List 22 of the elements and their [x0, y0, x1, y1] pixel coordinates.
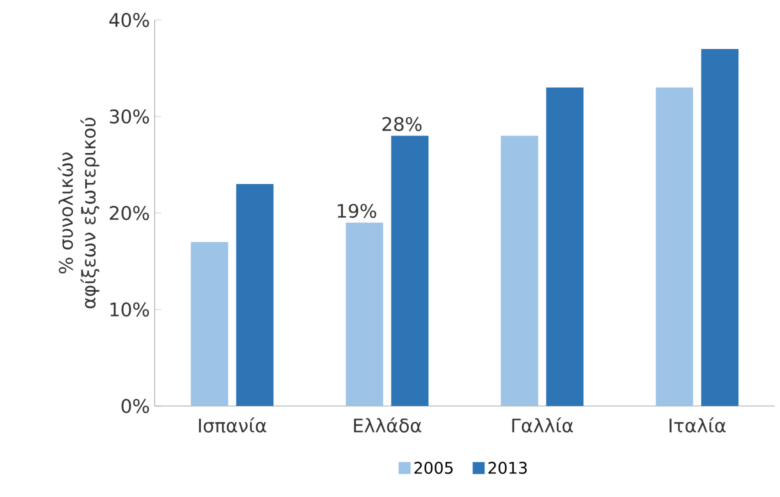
bar: [656, 88, 694, 406]
bar: [190, 242, 228, 406]
legend-label: 2013: [488, 462, 527, 474]
x-tick-label: Γαλλία: [512, 417, 573, 433]
y-tick-label: 30%: [110, 109, 149, 124]
y-tick-label: 40%: [109, 12, 149, 28]
bar: [546, 88, 584, 406]
y-tick-label: 20%: [110, 206, 149, 220]
bar: [236, 184, 274, 406]
legend-label: 2005: [414, 462, 453, 474]
x-tick-label: Ελλάδα: [354, 417, 422, 433]
y-axis-title: % συνολικών αφίξεων εξωτερικού: [58, 118, 100, 308]
data-label: 28%: [382, 116, 422, 132]
y-tick-label: 10%: [110, 302, 149, 317]
bar: [500, 136, 538, 406]
bar: [346, 222, 384, 406]
bar: [391, 136, 429, 406]
data-label: 19%: [338, 204, 376, 218]
y-tick-label: 0%: [122, 398, 149, 414]
x-tick-label: Ιταλία: [670, 417, 726, 433]
bar: [701, 48, 739, 406]
x-tick-label: Ισπανία: [199, 417, 266, 433]
